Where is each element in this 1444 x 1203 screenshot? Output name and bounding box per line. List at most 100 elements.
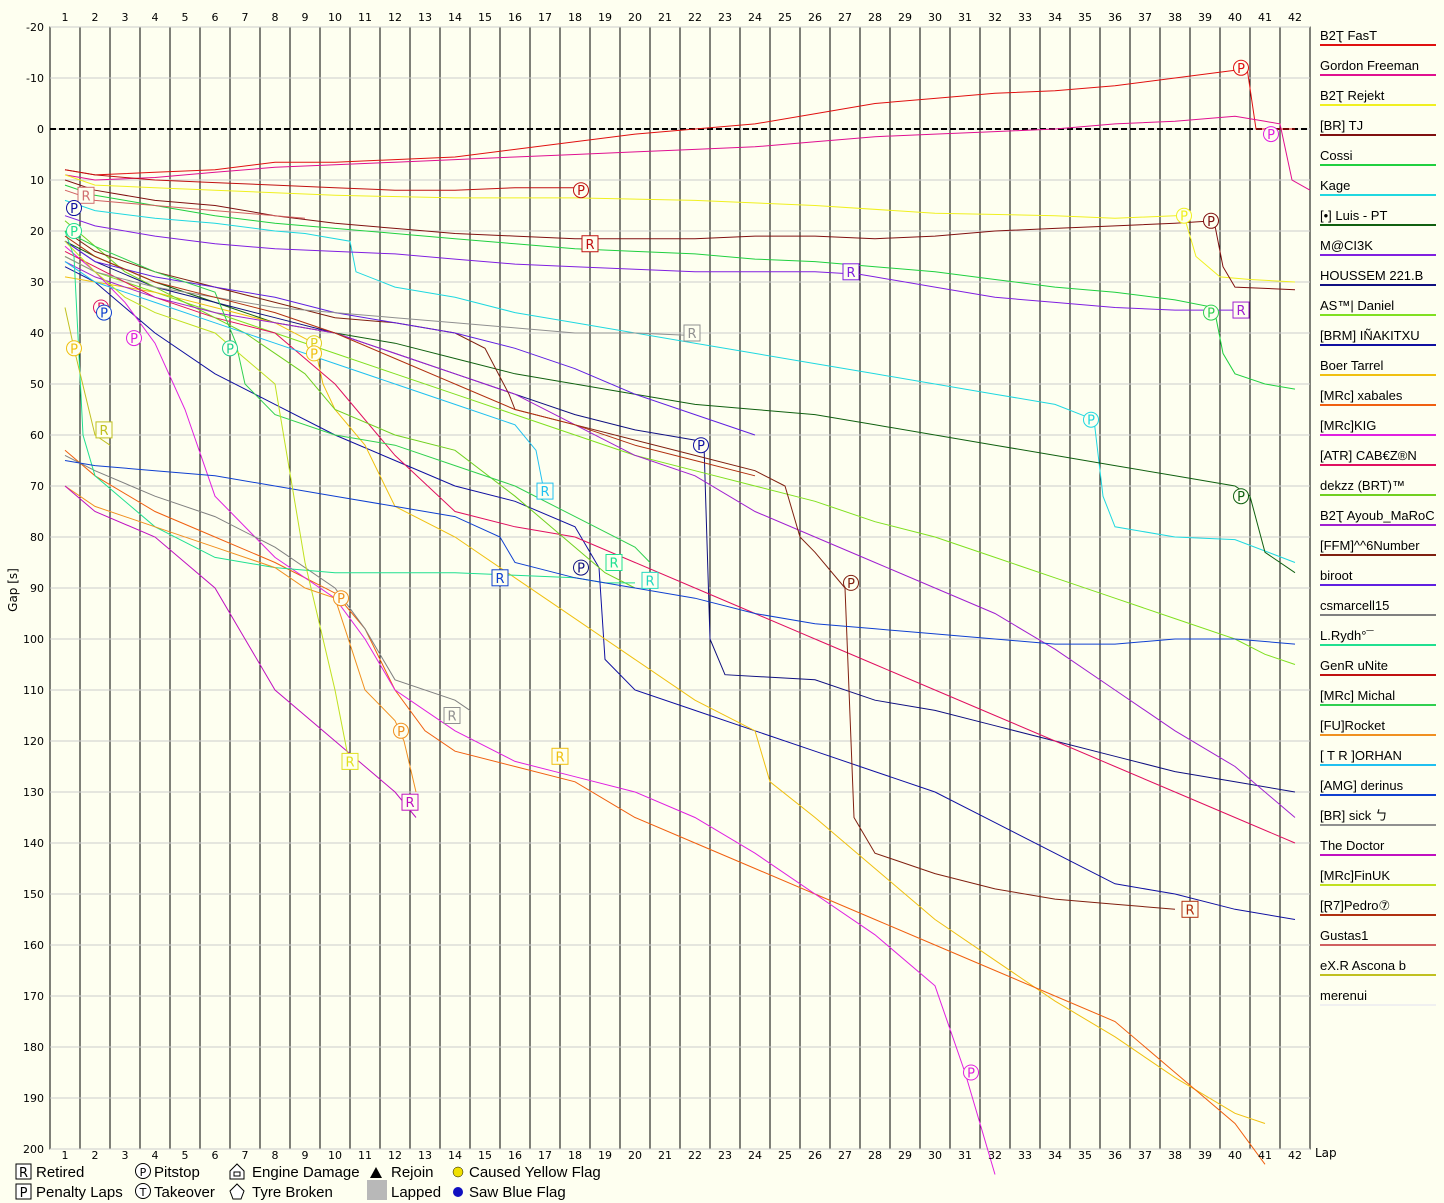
pitstop-circle [963, 1064, 979, 1081]
x-tick-label-bottom: 35 [1078, 1149, 1092, 1162]
pitstop-marker: P [66, 200, 82, 217]
series-line [64, 245, 996, 1175]
x-tick-label-bottom: 30 [928, 1149, 942, 1162]
y-tick-label: 20 [30, 225, 44, 238]
x-tick-label-bottom: 8 [272, 1149, 279, 1162]
marker-letter: R [585, 238, 594, 253]
x-tick-label-bottom: 33 [1018, 1149, 1032, 1162]
y-tick-label: 150 [23, 888, 44, 901]
pitstop-circle [66, 200, 82, 217]
marker-letter: P [226, 342, 234, 357]
pitstop-circle [66, 223, 82, 239]
legend-entry-label: eX.R Ascona b [1320, 958, 1406, 973]
series-line [64, 240, 351, 767]
retired-box [581, 235, 599, 253]
tyre-broken-label: Tyre Broken [252, 1184, 333, 1201]
pitstop-circle [693, 437, 709, 454]
x-tick-label-top: 28 [868, 11, 882, 24]
x-tick-label-top: 34 [1048, 11, 1062, 24]
x-tick-label-bottom: 6 [212, 1149, 219, 1162]
marker-letter: R [99, 424, 108, 439]
x-tick-label-top: 32 [988, 11, 1002, 24]
y-tick-label: 50 [30, 378, 44, 391]
y-tick-label: 60 [30, 429, 44, 442]
x-tick-label-bottom: 37 [1138, 1149, 1152, 1162]
x-tick-label-bottom: 17 [538, 1149, 552, 1162]
pitstop-marker: P [333, 590, 349, 607]
y-tick-label: 170 [23, 990, 44, 1003]
caused-yellow-flag-icon [452, 1166, 464, 1178]
retired-box [491, 569, 509, 587]
series-line [64, 454, 471, 711]
x-tick-label-top: 37 [1138, 11, 1152, 24]
y-tick-label: 30 [30, 276, 44, 289]
lapped-icon [367, 1180, 387, 1200]
marker-letter: P [577, 184, 585, 199]
pitstop-marker: P [306, 345, 322, 362]
retired-label: Retired [36, 1164, 84, 1181]
x-tick-label-bottom: 27 [838, 1149, 852, 1162]
marker-letter: R [1236, 304, 1245, 319]
marker-letter: R [1185, 903, 1194, 918]
series-line [64, 215, 1235, 311]
penalty-laps-label: Penalty Laps [36, 1184, 123, 1201]
x-tick-label-bottom: 10 [328, 1149, 342, 1162]
x-tick-label-top: 35 [1078, 11, 1092, 24]
marker-letter: P [1087, 414, 1095, 429]
x-tick-label-bottom: 22 [688, 1149, 702, 1162]
legend-entry-label: [FU]Rocket [1320, 718, 1385, 733]
marker-letter: P [1237, 490, 1245, 505]
series-line [64, 174, 1296, 283]
series-line [64, 230, 635, 584]
marker-letter: P [70, 202, 78, 217]
series-line [64, 240, 756, 436]
legend-entry-label: [MRc]FinUK [1320, 868, 1390, 883]
marker-letter: P [1267, 128, 1275, 143]
x-tick-label-bottom: 36 [1108, 1149, 1122, 1162]
retired-box [341, 752, 359, 770]
legend-entry-label: Gordon Freeman [1320, 58, 1419, 73]
x-tick-label-bottom: 2 [92, 1149, 99, 1162]
retired-marker: R [77, 186, 95, 204]
legend-entry-label: L.Rydh°¯ [1320, 628, 1374, 643]
pitstop-marker: P [1203, 212, 1219, 230]
pitstop-circle [1203, 304, 1219, 321]
marker-letter: P [310, 347, 318, 362]
retired-marker: R [1232, 301, 1250, 319]
x-tick-label-top: 39 [1198, 11, 1212, 24]
marker-letter: P [337, 592, 345, 607]
y-tick-label: 160 [23, 939, 44, 952]
legend-entry-label: Gustas1 [1320, 928, 1368, 943]
x-tick-label-top: 25 [778, 11, 792, 24]
x-tick-label-top: 15 [478, 11, 492, 24]
x-tick-label-top: 41 [1258, 11, 1272, 24]
grid [49, 26, 1311, 1150]
pitstop-marker: P [1203, 304, 1219, 322]
x-tick-label-bottom: 11 [358, 1149, 372, 1162]
x-tick-label-top: 5 [182, 11, 189, 24]
legend-entry-label: [MRc] Michal [1320, 688, 1395, 703]
retired-marker: R [551, 747, 569, 765]
pitstop-circle [1263, 126, 1279, 143]
legend: B2Ʈ FasT Gordon Freeman B2Ʈ Rejekt [BR] TJ C… [1320, 28, 1436, 1006]
series-line [64, 460, 1296, 645]
pitstop-circle [126, 330, 142, 347]
legend-entry-label: [Ɽ7]Pedro⑦ [1320, 898, 1390, 913]
retired-icon: R [15, 1163, 32, 1181]
legend-entry-label: [BR] TJ [1320, 118, 1363, 133]
marker-letter: R [846, 266, 855, 281]
series-line [64, 256, 1296, 665]
series-line [64, 261, 1296, 818]
legend-entry-label: [FFM]^^6Number [1320, 538, 1420, 553]
rejoin-label: Rejoin [391, 1164, 434, 1181]
takeover-icon: T [135, 1183, 151, 1199]
retired-marker: R [842, 263, 860, 281]
retired-box [842, 263, 860, 281]
pitstop-circle [66, 340, 82, 357]
marker-letter: P [1207, 307, 1215, 322]
legend-entry-label: Boer Tarrel [1320, 358, 1383, 373]
series-line [64, 256, 696, 337]
series-lines [64, 67, 1311, 1175]
legend-entry-label: GenR uNite [1320, 658, 1388, 673]
